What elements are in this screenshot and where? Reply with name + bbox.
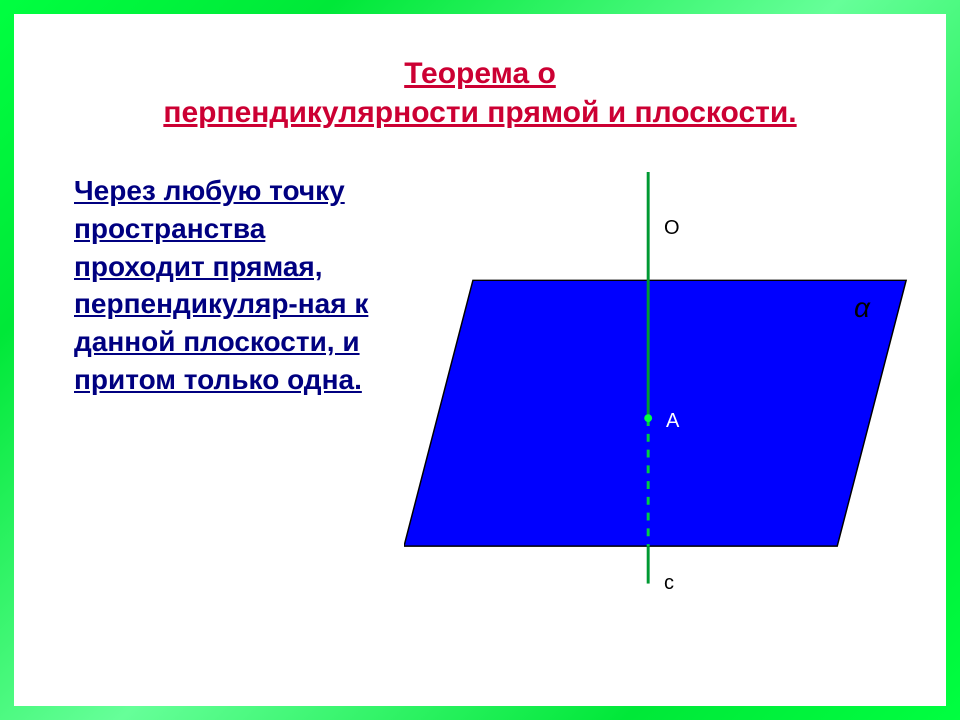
label-a: А xyxy=(666,410,679,433)
label-c: с xyxy=(664,572,674,595)
label-alpha: α xyxy=(854,292,870,324)
geometry-diagram xyxy=(404,172,916,605)
plane-alpha xyxy=(404,280,906,546)
diagram-area: О А с α xyxy=(404,172,916,612)
point-a-marker xyxy=(644,414,652,422)
content-row: Через любую точку пространства проходит … xyxy=(34,172,926,612)
slide: Теорема о перпендикулярности прямой и пл… xyxy=(14,14,946,706)
theorem-text: Через любую точку пространства проходит … xyxy=(44,172,394,612)
title-line-2: перпендикулярности прямой и плоскости. xyxy=(163,96,796,129)
title-line-1: Теорема о xyxy=(404,57,556,90)
slide-title: Теорема о перпендикулярности прямой и пл… xyxy=(34,54,926,132)
label-o: О xyxy=(664,217,680,240)
